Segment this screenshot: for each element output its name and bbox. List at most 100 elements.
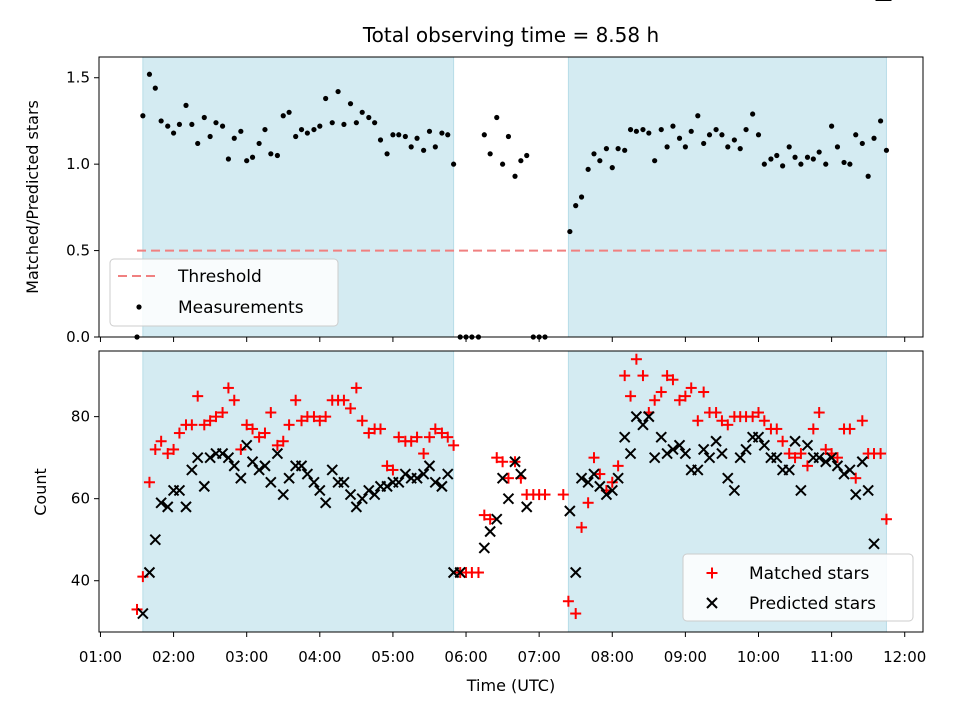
bottom-panel: 40 60 80 01:00 02:00 03:00 04:00 05:00 06:00 07:…	[31, 0, 926, 695]
measurement-point	[359, 109, 365, 115]
measurement-point	[377, 137, 384, 143]
predicted-point	[338, 476, 350, 488]
marker-stroke	[752, 431, 765, 443]
x-tick-label: 07:00	[518, 648, 561, 666]
measurement-point	[578, 194, 585, 200]
marker-stroke	[271, 447, 284, 460]
matched-point	[235, 443, 247, 455]
matched-point	[588, 452, 600, 464]
matched-point	[710, 407, 722, 419]
measurement-point	[317, 123, 323, 129]
marker-stroke	[509, 456, 521, 468]
predicted-point	[795, 484, 807, 497]
matched-point	[411, 431, 423, 443]
predicted-point	[509, 456, 521, 468]
predicted-point	[173, 484, 186, 497]
marker-stroke	[423, 460, 436, 472]
marker-stroke	[771, 451, 783, 464]
matched-point	[562, 595, 574, 607]
marker-stroke	[703, 451, 716, 464]
matched-point	[350, 382, 362, 394]
marker-stroke	[862, 484, 874, 497]
measurement-point	[481, 132, 487, 138]
matched-point	[789, 452, 801, 464]
matched-point	[594, 468, 606, 480]
measurement-point	[810, 156, 816, 162]
predicted-point	[235, 472, 247, 484]
measurement-point	[688, 128, 694, 134]
marker-stroke	[795, 484, 807, 497]
measurement-point	[170, 130, 177, 136]
measurement-point	[823, 161, 829, 167]
predicted-point	[491, 513, 503, 525]
bottom-y-ticks: 40 60 80	[71, 408, 99, 590]
matched-point	[722, 419, 734, 431]
marker-stroke	[496, 472, 509, 484]
marker-stroke	[240, 439, 253, 452]
predicted-point	[783, 464, 795, 476]
x-tick-label: 09:00	[664, 648, 707, 666]
matched-point	[576, 521, 588, 533]
marker-stroke	[173, 484, 186, 497]
predicted-point	[606, 484, 618, 497]
predicted-point	[728, 484, 741, 497]
matched-point	[716, 415, 728, 427]
predicted-point	[204, 451, 216, 464]
matched-point	[448, 439, 460, 451]
measurement-point	[195, 140, 201, 147]
legend-threshold-label: Threshold	[177, 267, 262, 287]
measurement-point	[780, 163, 786, 169]
marker-stroke	[582, 476, 594, 488]
marker-stroke	[801, 439, 814, 452]
matched-point	[758, 415, 770, 427]
measurement-point	[219, 123, 226, 129]
measurement-point	[244, 158, 250, 164]
measurement-point	[750, 111, 756, 117]
marker-stroke	[856, 456, 869, 468]
predicted-point	[648, 451, 661, 464]
matched-point	[491, 452, 503, 464]
matched-point	[222, 382, 234, 394]
matched-point	[149, 443, 161, 455]
marker-stroke	[606, 484, 618, 497]
matched-point	[192, 390, 204, 402]
measurement-point	[298, 126, 305, 133]
bottom-x-ticks: 01:00 02:00 03:00 04:00 05:00 06:00 07:00 08:00…	[79, 632, 926, 666]
predicted-point	[417, 468, 430, 480]
predicted-point	[771, 451, 783, 464]
predicted-point	[162, 501, 174, 513]
marker-stroke	[228, 460, 240, 472]
marker-stroke	[319, 497, 332, 509]
matched-point	[649, 394, 661, 406]
legend-matched-marker	[706, 567, 718, 579]
marker-stroke	[222, 451, 235, 464]
measurement-point	[847, 161, 853, 167]
measurement-point	[499, 161, 506, 167]
marker-stroke	[235, 472, 247, 484]
measurement-point	[280, 113, 286, 119]
x-tick-label: 01:00	[79, 648, 122, 666]
x-axis-label: Time (UTC)	[466, 676, 555, 695]
predicted-point	[716, 447, 728, 460]
measurement-point	[505, 133, 512, 140]
measurement-point	[633, 128, 639, 134]
matched-point	[210, 411, 222, 423]
measurement-point	[256, 140, 262, 147]
predicted-point	[703, 451, 716, 464]
marker-stroke	[204, 451, 216, 464]
matched-point	[296, 415, 308, 427]
measurement-point	[859, 140, 865, 147]
predicted-point	[143, 566, 156, 579]
matched-point	[685, 382, 697, 394]
predicted-point	[624, 447, 637, 460]
marker-stroke	[722, 472, 734, 484]
matched-points	[131, 353, 892, 620]
marker-stroke	[363, 484, 375, 497]
top-y-tick-label: 0.0	[66, 328, 90, 346]
marker-stroke	[637, 419, 649, 431]
matched-point	[186, 419, 198, 431]
bottom-y-tick-label: 80	[71, 408, 90, 426]
measurement-point	[304, 130, 310, 136]
marker-stroke	[588, 468, 600, 480]
predicted-point	[862, 484, 874, 497]
